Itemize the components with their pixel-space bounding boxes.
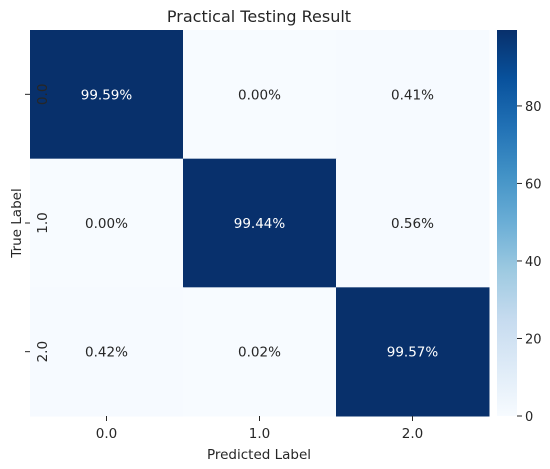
- heatmap-cell: [30, 30, 184, 160]
- colorbar-gradient: [497, 30, 517, 416]
- chart-title: Practical Testing Result: [167, 7, 351, 26]
- y-tick-label: 0.0: [35, 84, 51, 105]
- x-tick-label: 2.0: [402, 426, 423, 442]
- colorbar: 0 20 40 60 80: [497, 30, 542, 425]
- colorbar-tick-label: 20: [525, 332, 542, 347]
- colorbar-tick-label: 60: [525, 177, 542, 192]
- heatmap-cell: [336, 287, 490, 417]
- heatmap-cell: [183, 158, 337, 288]
- heatmap-cell-label: 99.44%: [234, 216, 286, 232]
- heatmap-cell-labels: 99.59% 0.00% 0.41% 0.00% 99.44% 0.56% 0.42% 0.0…: [81, 87, 439, 360]
- colorbar-ticks: 0 20 40 60 80: [517, 100, 542, 425]
- heatmap-cell-label: 99.57%: [387, 345, 439, 361]
- y-tick-label: 1.0: [35, 212, 51, 233]
- heatmap-cells: [30, 30, 490, 417]
- heatmap-cell-label: 99.59%: [81, 87, 133, 103]
- y-tick-label: 2.0: [35, 341, 51, 362]
- x-tick-label: 0.0: [96, 426, 117, 442]
- heatmap-cell-label: 0.41%: [391, 87, 434, 103]
- heatmap-cell-label: 0.00%: [85, 216, 128, 232]
- x-axis: 0.0 1.0 2.0: [96, 416, 423, 442]
- heatmap-cell-label: 0.00%: [238, 87, 281, 103]
- y-axis-label: True Label: [9, 188, 25, 258]
- heatmap-cell: [30, 287, 184, 417]
- x-tick-label: 1.0: [249, 426, 270, 442]
- heatmap-cell-label: 0.42%: [85, 345, 128, 361]
- x-axis-label: Predicted Label: [207, 447, 311, 463]
- colorbar-tick-label: 0: [525, 410, 533, 425]
- heatmap-cell: [336, 30, 490, 160]
- heatmap-cell-label: 0.56%: [391, 216, 434, 232]
- heatmap-cell: [183, 287, 337, 417]
- heatmap-cell: [30, 158, 184, 288]
- colorbar-tick-label: 40: [525, 255, 542, 270]
- heatmap-cell: [336, 158, 490, 288]
- heatmap-cell: [183, 30, 337, 160]
- y-axis: 0.0 1.0 2.0: [25, 84, 51, 362]
- heatmap-cell-label: 0.02%: [238, 345, 281, 361]
- colorbar-tick-label: 80: [525, 100, 542, 115]
